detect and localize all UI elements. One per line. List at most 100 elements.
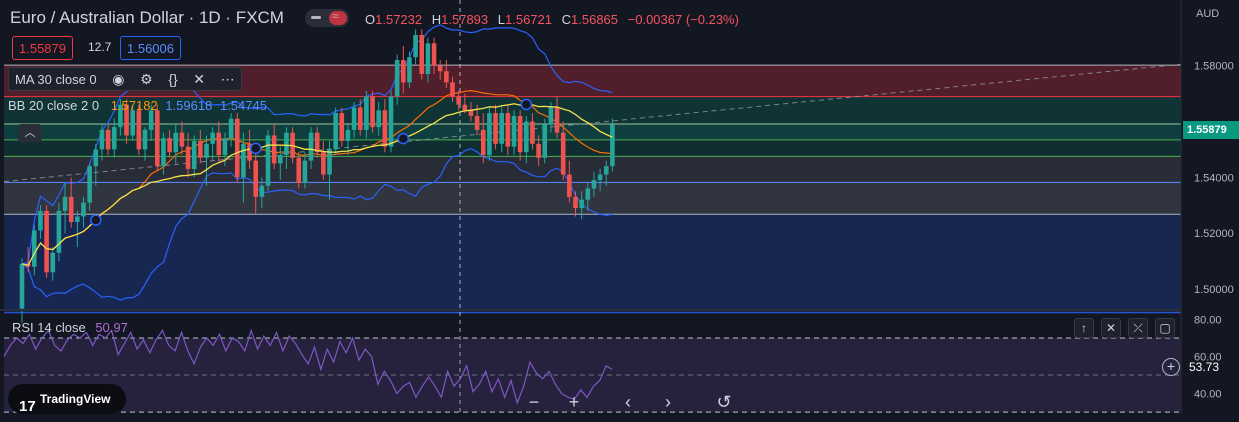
candle-body [191, 141, 197, 169]
candle-body [148, 110, 154, 130]
bb-basis-value: 1.57182 [110, 98, 158, 113]
ma-legend-row[interactable]: MA 30 close 0 ◉ ⚙ {} ✕ ⋯ [8, 67, 242, 91]
bb-legend-row[interactable]: BB 20 close 2 0 1.57182 1.59618 1.54745 [8, 97, 267, 115]
candle-body [68, 196, 74, 223]
candle-body [75, 216, 80, 223]
symbol-title[interactable]: Euro / Australian Dollar · 1D · FXCM [10, 8, 284, 27]
more-icon[interactable]: ⋯ [220, 71, 235, 87]
candle-body [56, 210, 62, 253]
pane-maximize-button[interactable]: ▢ [1155, 318, 1175, 338]
candle-body [118, 104, 123, 128]
rsi-line [3, 328, 613, 405]
candle-body [253, 160, 258, 197]
price-axis-bg [1181, 0, 1239, 414]
close-icon[interactable]: ✕ [193, 71, 206, 87]
candle-body [259, 185, 265, 197]
candle-body [579, 199, 584, 209]
currency-label[interactable]: AUD [1196, 8, 1220, 20]
candle-body [278, 155, 283, 164]
candle-body [493, 113, 498, 144]
candle-body [450, 82, 455, 97]
open-key: O [365, 12, 376, 27]
trend-line [3, 63, 1182, 183]
rsi-value: 50.97 [95, 320, 128, 335]
low-value: 1.56721 [505, 12, 552, 27]
candle-body [62, 196, 68, 211]
cross-marker [520, 98, 533, 111]
collapse-legend-button[interactable]: ︿ [18, 124, 42, 142]
candle-body [38, 210, 43, 231]
ohlc-legend: O1.57232 H1.57893 L1.56721 C1.56865 −0.0… [365, 12, 745, 27]
candle-body [265, 135, 271, 186]
bb-upper-line [21, 24, 613, 265]
open-value: 1.57232 [375, 12, 423, 27]
zoom-out-button[interactable]: − [528, 392, 540, 412]
cross-marker [90, 214, 102, 226]
candle-body [124, 104, 129, 136]
candle-body [573, 196, 578, 209]
candle-body [401, 60, 406, 83]
eye-icon[interactable]: ◉ [112, 71, 125, 87]
candle-body [345, 129, 351, 142]
reset-chart-button[interactable]: ↺ [716, 392, 732, 412]
rsi-legend-row[interactable]: RSI 14 close 50.97 [12, 320, 128, 335]
candle-body [376, 110, 381, 128]
candle-body [185, 146, 191, 169]
candle-body [32, 230, 37, 267]
scroll-right-button[interactable]: › [665, 392, 671, 412]
candle-body [167, 138, 172, 153]
zone-band-1 [4, 96, 1181, 124]
candle-body [548, 107, 554, 125]
candle-body [413, 34, 418, 58]
candle-body [241, 143, 246, 178]
close-value: 1.56865 [571, 12, 619, 27]
wave-icon: ≈ [329, 9, 347, 25]
pane-up-button[interactable]: ↑ [1074, 318, 1094, 338]
gear-icon[interactable]: ⚙ [140, 71, 153, 87]
rsi-current-value: 53.73 [1189, 360, 1220, 374]
change-value: −0.00367 (−0.23%) [627, 12, 739, 27]
cross-marker [249, 142, 262, 155]
candle-body [603, 166, 609, 175]
candle-body [321, 152, 326, 175]
pane-collapse-button[interactable]: ⤫ [1128, 318, 1148, 338]
zone-band-4 [4, 156, 1181, 183]
candle-body [314, 132, 320, 153]
candle-body [105, 129, 111, 150]
candle-body [228, 118, 234, 139]
tradingview-logo[interactable]: 17 TradingView [8, 384, 126, 415]
candle-body [179, 132, 185, 147]
candle-body [216, 132, 222, 155]
candle-body [530, 121, 535, 144]
pane-close-button[interactable]: ✕ [1101, 318, 1121, 338]
candle-body [327, 149, 332, 175]
code-braces-icon[interactable]: {} [168, 71, 178, 87]
spread-value: 12.7 [88, 40, 112, 54]
candle-body [567, 174, 572, 197]
scroll-left-button[interactable]: ‹ [625, 392, 631, 412]
sell-button[interactable]: 1.55879 [12, 36, 73, 60]
candle-body [302, 160, 308, 183]
candle-body [554, 107, 560, 133]
candle-body [394, 60, 400, 97]
candle-body [524, 121, 529, 153]
candle-body [419, 34, 425, 75]
tradingview-logo-icon: 17 [19, 398, 36, 415]
zoom-in-button[interactable]: + [568, 392, 580, 412]
candle-body [234, 118, 240, 178]
plus-circle-icon[interactable]: + [1162, 358, 1180, 376]
bb-label: BB 20 close 2 0 [8, 98, 100, 113]
candle-body [480, 129, 486, 155]
rsi-label: RSI 14 close [12, 320, 86, 335]
candle-body [585, 188, 591, 200]
candle-body [437, 65, 443, 72]
current-price-label: 1.55879 [1183, 121, 1239, 139]
candle-body [462, 104, 468, 111]
chart-mode-toggle[interactable]: ≈ [305, 9, 349, 27]
bb-upper-value: 1.59618 [165, 98, 213, 113]
zone-band-6 [4, 214, 1181, 313]
high-key: H [431, 12, 442, 27]
buy-button[interactable]: 1.56006 [120, 36, 181, 60]
candle-body [210, 132, 215, 144]
